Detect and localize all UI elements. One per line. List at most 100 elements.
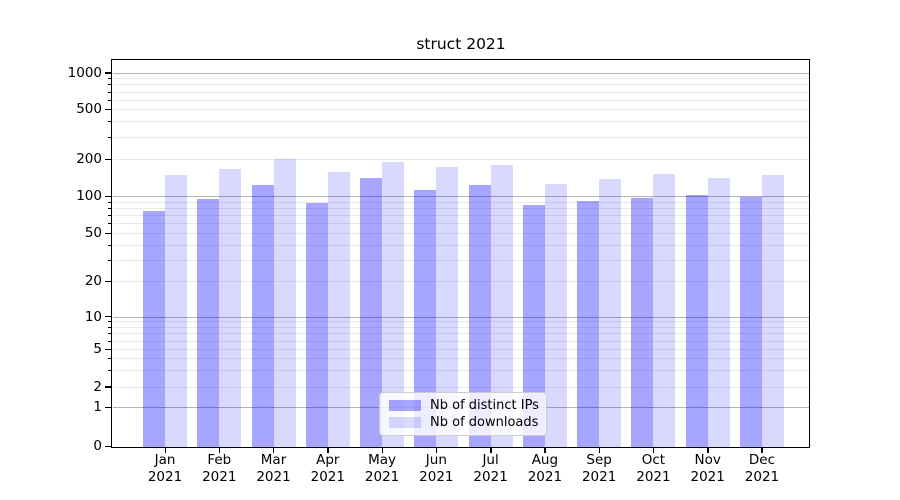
x-tick (490, 448, 492, 453)
x-tick (652, 448, 655, 453)
y-tick (105, 445, 111, 447)
y-tick-minor (107, 207, 111, 209)
y-tick-minor (107, 233, 111, 234)
y-tick-label: 100 (76, 188, 102, 204)
legend-item-distinct-ips: Nb of distinct IPs (389, 398, 539, 413)
y-tick-minor (107, 223, 111, 225)
x-tick-label-line: 2021 (473, 468, 508, 485)
y-tick-label: 500 (76, 101, 102, 118)
y-tick-minor (107, 259, 111, 261)
x-tick-label-line: 2021 (310, 468, 345, 485)
y-tick-label: 50 (84, 225, 102, 241)
grid-line-minor (113, 333, 809, 335)
grid-line-minor (113, 358, 809, 360)
x-tick-label-line: 2021 (744, 468, 780, 485)
x-tick-label: Jul 2021 (461, 452, 521, 485)
x-tick-label-line: Jul (482, 452, 499, 468)
x-tick (544, 448, 546, 453)
x-tick (218, 448, 221, 453)
x-tick-label: Mar 2021 (244, 452, 304, 485)
y-tick-minor (107, 78, 111, 80)
x-tick-label: Aug 2021 (515, 452, 575, 485)
y-tick-minor (107, 281, 111, 282)
x-tick (327, 448, 329, 453)
x-tick-label-line: Aug (531, 452, 559, 468)
x-tick-label: May 2021 (352, 452, 412, 485)
bar-distinct-ips (360, 177, 383, 447)
bar-downloads (165, 174, 187, 447)
bar-distinct-ips (577, 201, 600, 447)
x-tick-label: Dec 2021 (732, 452, 792, 485)
bar-distinct-ips (468, 185, 491, 447)
y-tick-label: 1000 (67, 64, 102, 81)
bar-distinct-ips (685, 195, 708, 447)
bar-distinct-ips (143, 211, 165, 447)
x-tick (598, 448, 601, 453)
bar-distinct-ips (197, 199, 220, 447)
x-tick-label-line: Mar (260, 452, 287, 468)
grid-line-minor (113, 223, 809, 225)
grid-line-minor (113, 281, 809, 282)
chart-title: struct 2021 (416, 35, 506, 53)
y-tick-label: 5 (93, 341, 102, 358)
x-tick-label-line: Jan (154, 452, 176, 468)
y-tick-minor (107, 137, 111, 139)
grid-line-minor (113, 340, 809, 342)
legend-label-downloads: Nb of downloads (430, 415, 539, 430)
y-tick (105, 72, 111, 74)
y-tick-label: 1 (93, 399, 102, 416)
x-tick-label-line: Apr (316, 452, 340, 468)
y-tick-minor (107, 321, 111, 323)
bar-downloads (327, 171, 350, 447)
x-tick-label: Jan 2021 (135, 452, 195, 485)
y-tick-label: 20 (84, 273, 102, 289)
grid-line-minor (113, 233, 809, 234)
x-tick-label: Oct 2021 (623, 452, 683, 485)
x-tick-label-line: 2021 (147, 468, 183, 485)
grid-line-minor (113, 109, 809, 111)
y-tick-minor (107, 333, 111, 335)
grid-line-minor (113, 78, 809, 80)
y-tick-minor (107, 91, 111, 93)
bar-downloads (273, 159, 296, 447)
grid-line-minor (113, 137, 809, 139)
x-tick (273, 448, 275, 453)
y-tick-label: 2 (93, 378, 102, 395)
y-tick-minor (107, 215, 111, 217)
y-tick-minor (107, 84, 111, 86)
bar-distinct-ips (739, 197, 762, 447)
bar-distinct-ips (305, 202, 328, 447)
y-tick (105, 316, 111, 318)
bar-downloads (490, 164, 513, 447)
legend-swatch-distinct-ips (389, 400, 421, 411)
x-tick-label-line: Sep (586, 452, 612, 468)
x-tick-label-line: 2021 (581, 468, 617, 485)
y-tick-minor (107, 340, 111, 342)
x-tick (164, 448, 166, 453)
y-tick-minor (107, 159, 111, 161)
grid-line-minor (113, 259, 809, 261)
x-tick (707, 448, 709, 453)
bar-downloads (707, 177, 730, 447)
grid-line-minor (113, 215, 809, 217)
grid-line-minor (113, 121, 809, 123)
x-tick-label: Nov 2021 (678, 452, 738, 485)
grid-line-major (113, 196, 809, 197)
grid-line-minor (113, 84, 809, 86)
grid-line-minor (113, 99, 809, 101)
x-tick-label-line: 2021 (202, 468, 237, 485)
legend-item-downloads: Nb of downloads (389, 415, 539, 430)
grid-line-minor (113, 327, 809, 329)
bar-distinct-ips (522, 204, 545, 447)
bar-distinct-ips (631, 198, 654, 447)
bar-downloads (382, 161, 405, 447)
bar-downloads (436, 166, 459, 447)
y-tick-minor (107, 201, 111, 203)
x-tick-label-line: Dec (748, 452, 776, 468)
x-tick-label-line: 2021 (364, 468, 400, 485)
grid-line-minor (113, 386, 809, 388)
grid-line-minor (113, 321, 809, 323)
bar-downloads (544, 184, 567, 447)
grid-line-minor (113, 201, 809, 203)
